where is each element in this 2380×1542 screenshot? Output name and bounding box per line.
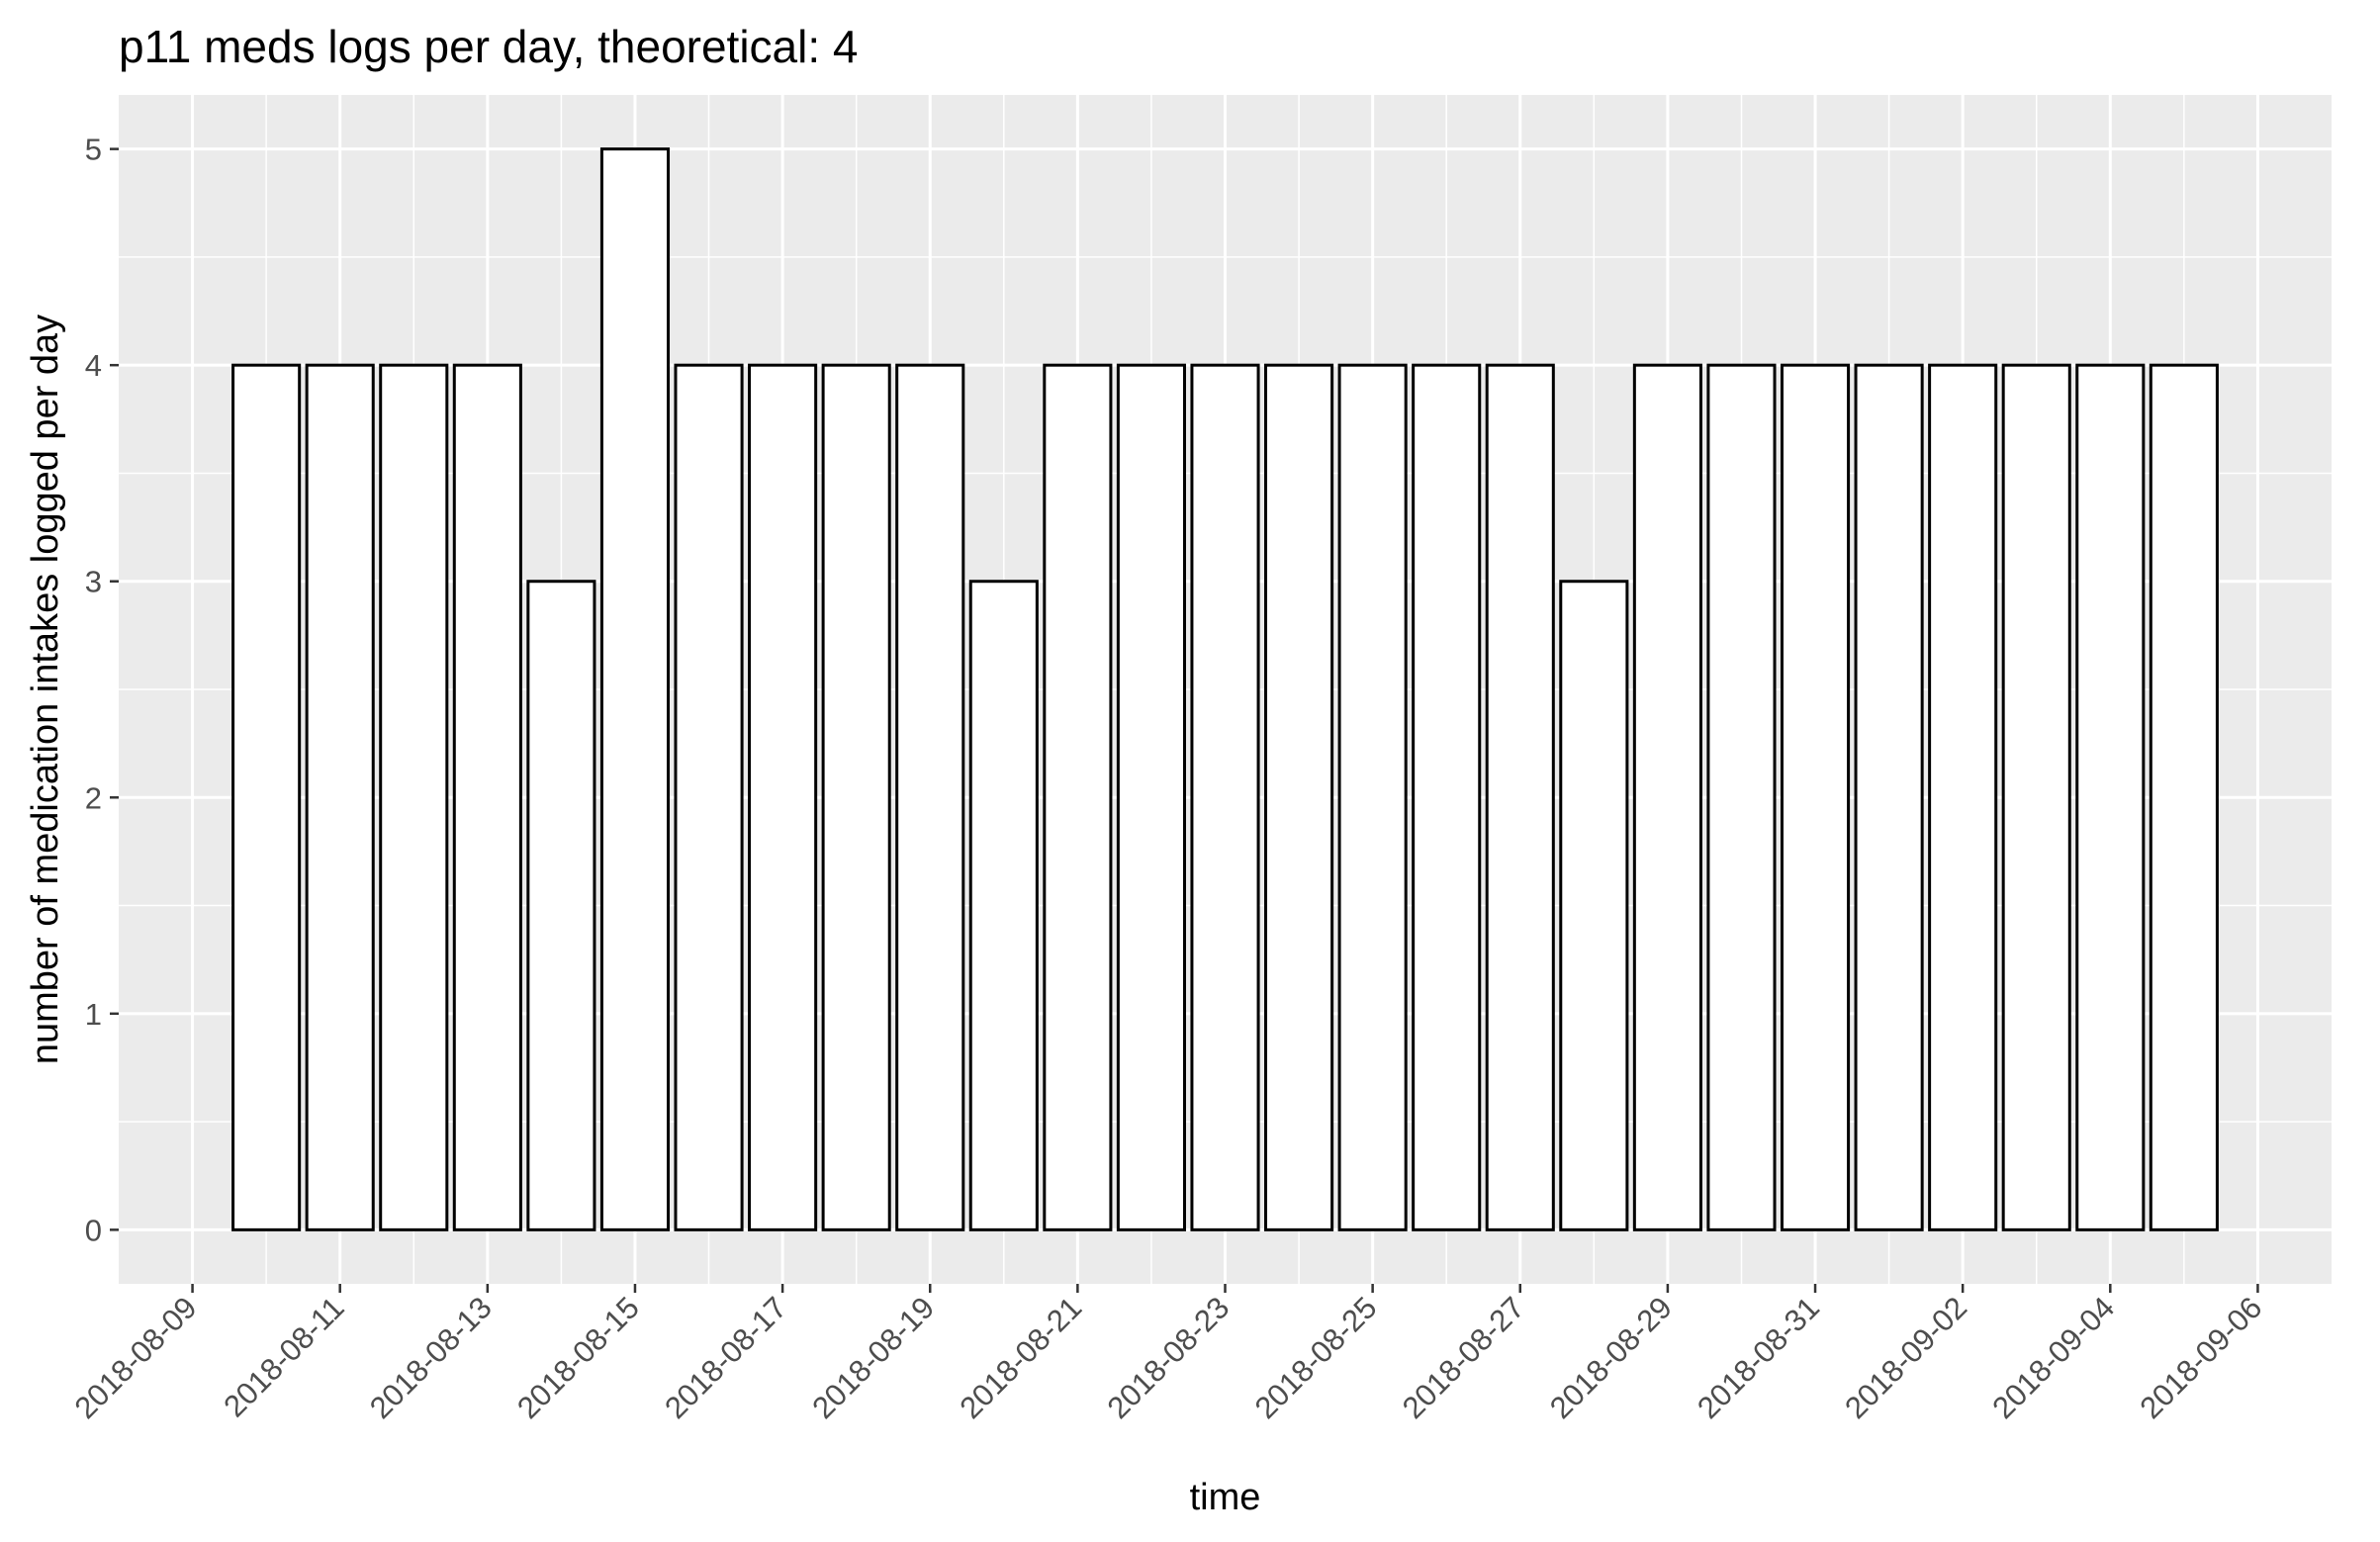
x-tick-label: 2018-08-13 [363, 1290, 499, 1425]
bar [599, 147, 671, 1231]
bar [1559, 580, 1629, 1231]
bar [1190, 363, 1260, 1231]
bar [1706, 363, 1777, 1231]
bar [1928, 363, 1998, 1231]
x-axis: 2018-08-09 2018-08-11 2018-08-13 2018-08-15… [68, 1284, 2269, 1425]
y-tick-label: 2 [85, 780, 102, 815]
y-axis-title: number of medication intakes logged per … [25, 315, 66, 1064]
x-tick-label: 2018-09-06 [2134, 1290, 2269, 1425]
x-tick-label: 2018-08-27 [1396, 1290, 1531, 1425]
bar [305, 363, 375, 1231]
x-tick-label: 2018-08-11 [217, 1290, 350, 1423]
y-tick-label: 0 [85, 1213, 102, 1247]
x-tick-label: 2018-08-23 [1101, 1290, 1236, 1425]
bar [1854, 363, 1924, 1231]
x-tick-label: 2018-08-15 [510, 1290, 646, 1425]
chart-title: p11 meds logs per day, theoretical: 4 [119, 21, 859, 72]
x-tick-label: 2018-09-02 [1838, 1290, 1973, 1425]
bar [1485, 363, 1555, 1231]
x-tick-label: 2018-08-19 [805, 1290, 941, 1425]
bar [2149, 363, 2219, 1231]
bar [895, 363, 965, 1231]
bar [2075, 363, 2146, 1231]
bar [379, 363, 449, 1231]
bars [231, 147, 2219, 1231]
x-axis-title: time [1190, 1477, 1261, 1518]
bar [2001, 363, 2071, 1231]
bar [231, 363, 302, 1231]
x-tick-label: 2018-08-31 [1691, 1290, 1826, 1425]
bar [1412, 363, 1482, 1231]
bar [1264, 363, 1334, 1231]
x-tick-label: 2018-08-17 [658, 1290, 793, 1425]
bar [1632, 363, 1702, 1231]
bar [526, 580, 596, 1231]
bar [1780, 363, 1851, 1231]
x-tick-label: 2018-08-29 [1543, 1290, 1679, 1425]
x-tick-label: 2018-08-25 [1248, 1290, 1384, 1425]
bar [452, 363, 522, 1231]
y-tick-label: 5 [85, 133, 102, 167]
x-tick-label: 2018-08-21 [953, 1290, 1088, 1425]
x-tick-label: 2018-09-04 [1985, 1290, 2121, 1425]
bar [748, 363, 818, 1231]
y-tick-label: 3 [85, 565, 102, 599]
bar [1043, 363, 1113, 1231]
bar [821, 363, 891, 1231]
y-tick-label: 1 [85, 997, 102, 1032]
y-axis: 0 1 2 3 4 5 [85, 133, 119, 1247]
y-tick-label: 4 [85, 348, 102, 383]
x-tick-label: 2018-08-09 [68, 1290, 204, 1425]
bar [1337, 363, 1408, 1231]
bar [674, 363, 744, 1231]
bar [968, 580, 1039, 1231]
bar [1116, 363, 1186, 1231]
